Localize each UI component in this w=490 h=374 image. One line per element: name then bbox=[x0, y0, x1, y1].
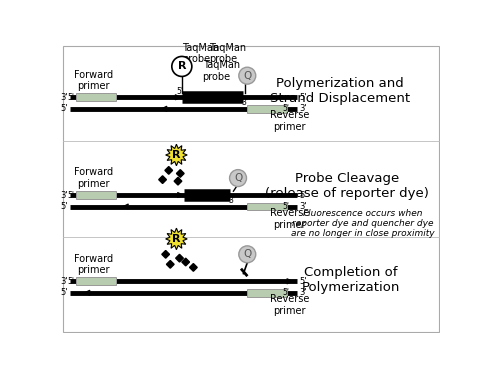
Text: 5': 5' bbox=[300, 190, 307, 200]
Text: 3': 3' bbox=[242, 98, 248, 107]
Text: Completion of
Polymerization: Completion of Polymerization bbox=[302, 266, 400, 294]
Text: R: R bbox=[172, 234, 181, 244]
Text: 3': 3' bbox=[300, 202, 307, 211]
Text: TaqMan
probe: TaqMan probe bbox=[182, 43, 219, 64]
Text: 5': 5' bbox=[283, 202, 290, 211]
Text: TaqMan
probe: TaqMan probe bbox=[209, 43, 246, 64]
Text: Forward
primer: Forward primer bbox=[74, 70, 113, 91]
Bar bbox=[76, 94, 117, 101]
Circle shape bbox=[230, 170, 246, 187]
Bar bbox=[76, 278, 117, 285]
Text: 5': 5' bbox=[300, 93, 307, 102]
Text: 5': 5' bbox=[67, 93, 74, 102]
Text: 5': 5' bbox=[60, 288, 68, 297]
Text: 3': 3' bbox=[60, 277, 68, 286]
Text: Reverse
primer: Reverse primer bbox=[270, 110, 309, 132]
Polygon shape bbox=[162, 251, 170, 258]
Text: TaqMan
probe: TaqMan probe bbox=[203, 60, 240, 82]
Text: R: R bbox=[172, 150, 181, 160]
Text: R: R bbox=[177, 61, 186, 71]
Polygon shape bbox=[167, 260, 174, 268]
Circle shape bbox=[239, 67, 256, 84]
Text: 5': 5' bbox=[67, 277, 74, 286]
Polygon shape bbox=[166, 228, 187, 250]
Text: 3': 3' bbox=[60, 190, 68, 200]
Bar bbox=[247, 289, 287, 297]
Polygon shape bbox=[165, 166, 172, 174]
Polygon shape bbox=[176, 254, 183, 262]
Text: 5': 5' bbox=[283, 104, 290, 113]
Bar bbox=[76, 191, 117, 199]
Text: Polymerization and
Strand Displacement: Polymerization and Strand Displacement bbox=[270, 77, 410, 105]
Polygon shape bbox=[176, 170, 184, 177]
Text: 3': 3' bbox=[300, 104, 307, 113]
Polygon shape bbox=[159, 176, 167, 184]
Text: Probe Cleavage
(release of reporter dye): Probe Cleavage (release of reporter dye) bbox=[266, 172, 429, 200]
Polygon shape bbox=[190, 264, 197, 271]
Text: 3': 3' bbox=[300, 288, 307, 297]
Text: 5': 5' bbox=[300, 277, 307, 286]
Text: Reverse
primer: Reverse primer bbox=[270, 294, 309, 316]
Text: Forward
primer: Forward primer bbox=[74, 254, 113, 275]
Text: 5': 5' bbox=[60, 202, 68, 211]
Text: 5': 5' bbox=[60, 104, 68, 113]
Text: 5': 5' bbox=[177, 88, 184, 96]
Text: Q: Q bbox=[234, 173, 242, 183]
Text: Reverse
primer: Reverse primer bbox=[270, 208, 309, 230]
Polygon shape bbox=[182, 258, 190, 266]
Text: Forward
primer: Forward primer bbox=[74, 167, 113, 189]
Bar bbox=[247, 105, 287, 113]
Text: 3': 3' bbox=[228, 196, 235, 205]
Text: Q: Q bbox=[243, 249, 251, 259]
Text: Fluorescence occurs when
reporter dye and quencher dye
are no longer in close pr: Fluorescence occurs when reporter dye an… bbox=[291, 209, 435, 238]
Text: Q: Q bbox=[243, 71, 251, 81]
Bar bbox=[247, 203, 287, 211]
Text: 5': 5' bbox=[283, 288, 290, 297]
Polygon shape bbox=[166, 144, 187, 166]
Text: 5': 5' bbox=[67, 190, 74, 200]
Circle shape bbox=[239, 246, 256, 263]
Circle shape bbox=[172, 56, 192, 76]
Text: 3': 3' bbox=[60, 93, 68, 102]
Polygon shape bbox=[174, 177, 182, 185]
